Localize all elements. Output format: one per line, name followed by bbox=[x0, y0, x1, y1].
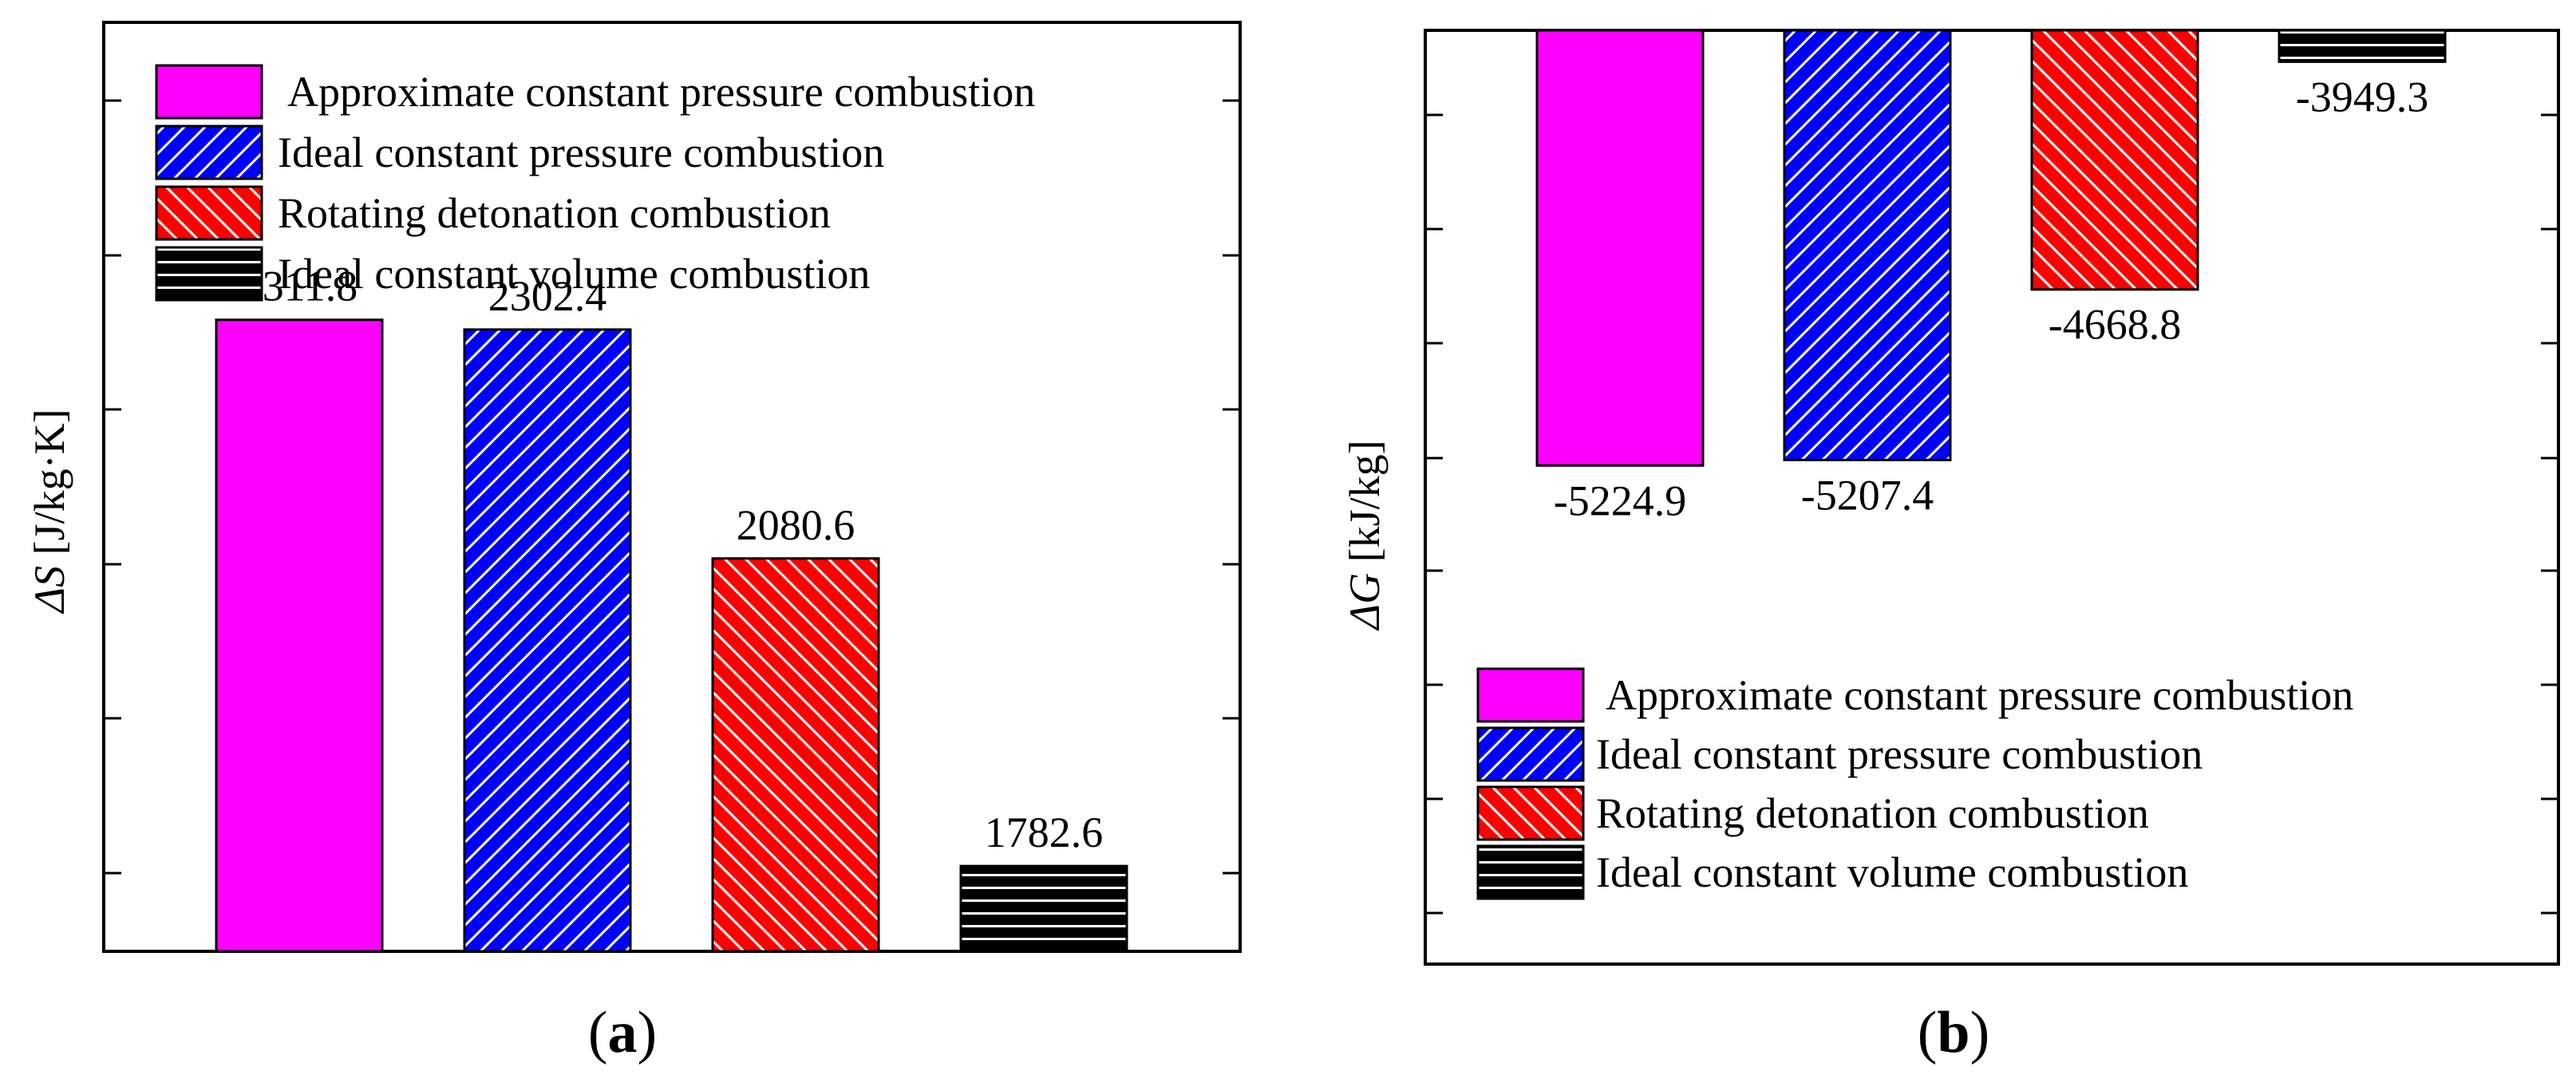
bar-approximate-constant-pressure bbox=[1535, 29, 1705, 467]
legend-label-ideal-constant-volume: Ideal constant volume combustion bbox=[278, 250, 870, 298]
legend-label-approximate-constant-pressure: Approximate constant pressure combustion bbox=[1606, 671, 2353, 719]
legend-b: Approximate constant pressure combustion… bbox=[1476, 667, 2353, 900]
legend-a: Approximate constant pressure combustion… bbox=[155, 64, 1035, 302]
y-ticks-a bbox=[104, 99, 1240, 875]
value-label-ideal-constant-pressure: 2302.4 bbox=[488, 272, 607, 320]
legend-swatch-ideal-constant-pressure bbox=[155, 125, 263, 180]
value-labels-b: -5224.9 -5207.4 -4668.8 -3949.3 bbox=[1554, 73, 2428, 524]
bars-a bbox=[215, 318, 1128, 953]
legend-label-ideal-constant-pressure: Ideal constant pressure combustion bbox=[278, 128, 884, 176]
legend-swatch-rotating-detonation bbox=[1476, 785, 1585, 841]
plot-frame-a bbox=[102, 21, 1242, 953]
value-label-ideal-constant-pressure: -5207.4 bbox=[1801, 471, 1934, 519]
value-label-rotating-detonation: -4668.8 bbox=[2049, 301, 2181, 349]
value-label-ideal-constant-volume: -3949.3 bbox=[2296, 73, 2428, 121]
y-ticks-b bbox=[1425, 113, 2558, 915]
legend-label-approximate-constant-pressure: Approximate constant pressure combustion bbox=[287, 68, 1035, 116]
y-axis-title-b: ΔG [kJ/kg] bbox=[1341, 440, 1389, 630]
panel-b: -5224.9 -5207.4 -4668.8 -3949.3 Approximate… bbox=[1341, 29, 2560, 1065]
y-axis-title-a: ΔS [J/kg·K] bbox=[26, 409, 73, 614]
bars-b bbox=[1535, 29, 2447, 467]
bar-rotating-detonation bbox=[2030, 29, 2199, 291]
bar-ideal-constant-pressure bbox=[1783, 29, 1952, 461]
caption-b: (b) bbox=[1918, 1000, 1989, 1065]
legend-label-rotating-detonation: Rotating detonation combustion bbox=[278, 189, 831, 237]
legend-swatch-ideal-constant-volume bbox=[1476, 844, 1585, 900]
bar-ideal-constant-volume bbox=[2278, 29, 2447, 63]
caption-a: (a) bbox=[588, 1000, 657, 1065]
bar-approximate-constant-pressure bbox=[215, 318, 384, 953]
bar-rotating-detonation bbox=[711, 557, 880, 953]
value-label-ideal-constant-volume: 1782.6 bbox=[985, 808, 1104, 856]
legend-swatch-approximate-constant-pressure bbox=[1476, 667, 1585, 723]
value-label-rotating-detonation: 2080.6 bbox=[737, 501, 855, 549]
legend-swatch-approximate-constant-pressure bbox=[155, 64, 263, 120]
legend-label-ideal-constant-volume: Ideal constant volume combustion bbox=[1596, 848, 2188, 896]
value-label-approximate-constant-pressure: -5224.9 bbox=[1554, 476, 1686, 524]
bar-ideal-constant-pressure bbox=[463, 328, 632, 953]
legend-swatch-ideal-constant-pressure bbox=[1476, 726, 1585, 782]
bar-ideal-constant-volume bbox=[959, 864, 1128, 953]
legend-label-rotating-detonation: Rotating detonation combustion bbox=[1596, 789, 2149, 837]
legend-swatch-ideal-constant-volume bbox=[155, 246, 263, 302]
legend-label-ideal-constant-pressure: Ideal constant pressure combustion bbox=[1596, 730, 2203, 778]
legend-swatch-rotating-detonation bbox=[155, 185, 263, 241]
plot-frame-b bbox=[1424, 29, 2560, 966]
